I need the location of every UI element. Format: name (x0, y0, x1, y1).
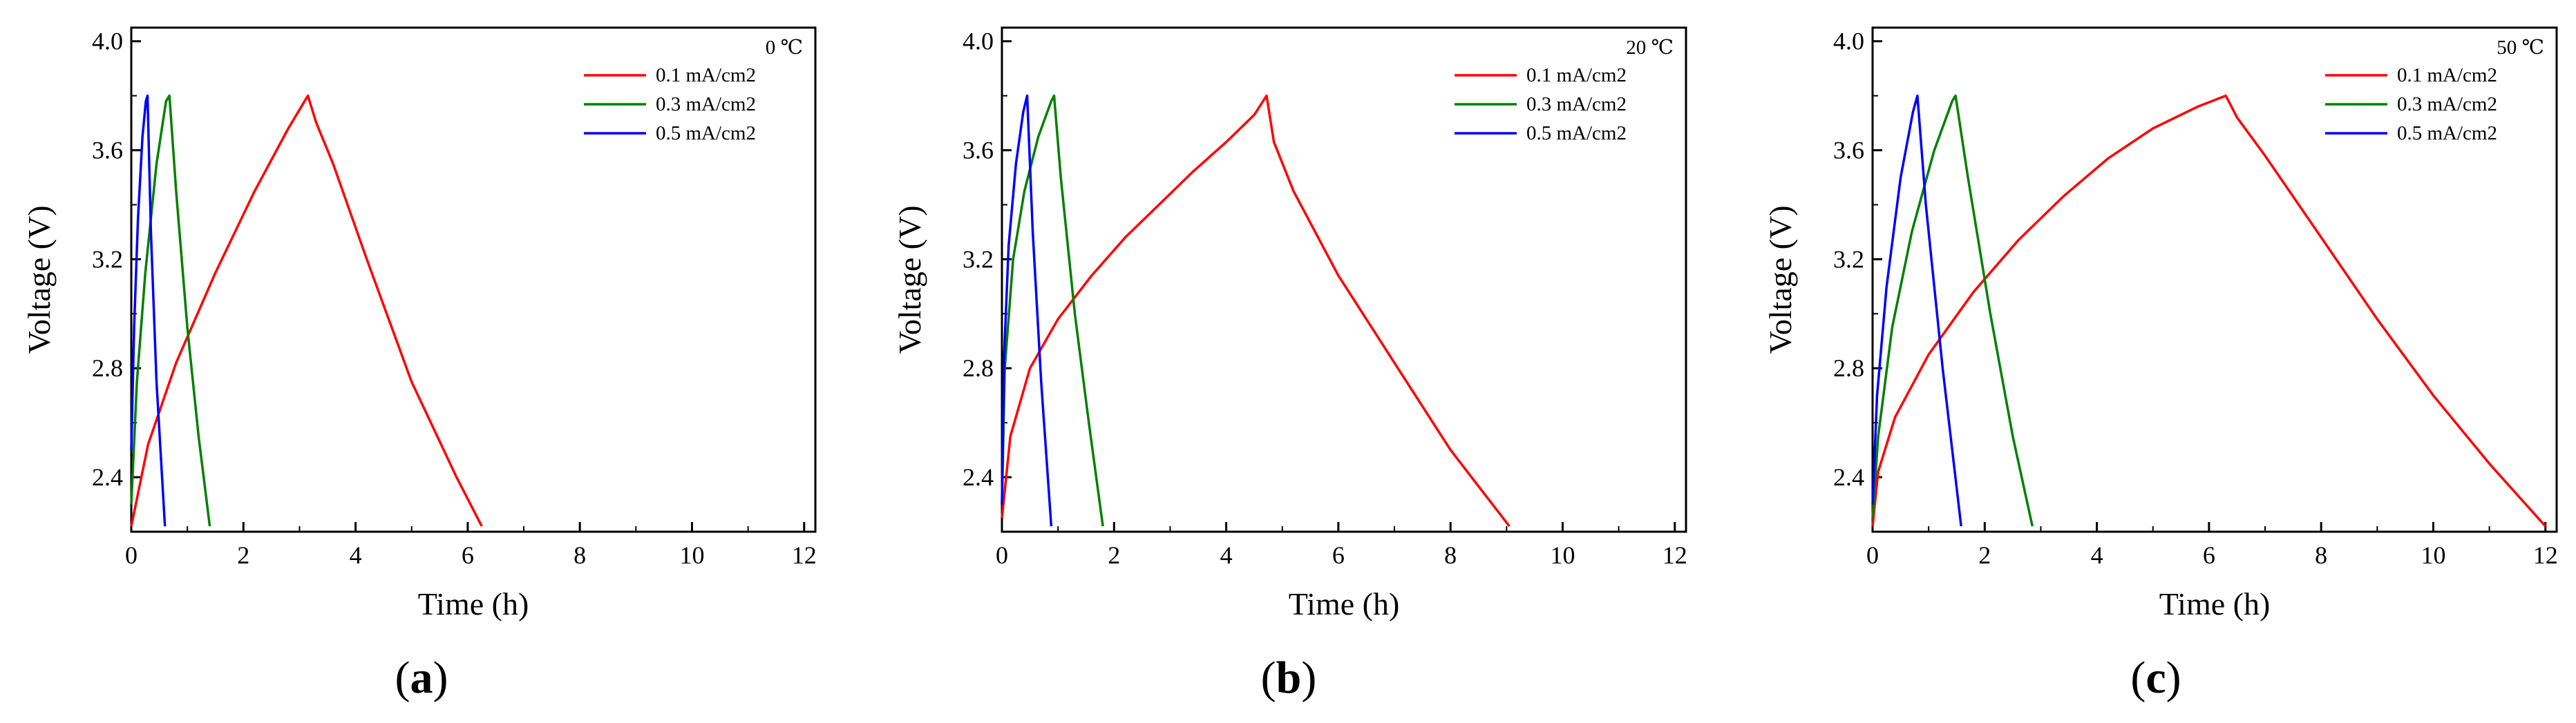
legend-label-2: 0.3 mA/cm2 (1526, 93, 1627, 115)
y-tick-label: 2.8 (92, 354, 123, 382)
legend-title: 50 ℃ (2497, 37, 2544, 59)
x-tick-label: 4 (350, 541, 362, 569)
x-tick-label: 10 (1550, 541, 1575, 569)
y-tick-label: 2.8 (963, 354, 994, 382)
panel-caption: (c) (2130, 653, 2181, 703)
x-tick-label: 2 (1108, 541, 1120, 569)
series-line-3 (1001, 94, 1053, 527)
legend-label-3: 0.5 mA/cm2 (1526, 122, 1627, 144)
x-tick-label: 0 (125, 541, 138, 569)
legend: 20 ℃ 0.1 mA/cm2 0.3 mA/cm2 0.5 mA/cm2 (1455, 37, 1674, 144)
legend-label-3: 0.5 mA/cm2 (2397, 122, 2497, 144)
x-tick-label: 8 (574, 541, 586, 569)
y-tick-label: 3.2 (92, 245, 123, 273)
y-tick-label: 3.6 (92, 137, 123, 164)
plot-frame (130, 26, 817, 533)
x-axis-label: Time (h) (418, 586, 529, 621)
x-tick-label: 4 (2091, 541, 2103, 569)
y-tick-label: 2.4 (1833, 463, 1864, 491)
plot-frame (1871, 26, 2558, 533)
panel-caption-paren: ) (2166, 653, 2181, 703)
chart-panel-a: 0 2 4 6 8 10 12 2.4 2.8 3.2 3.6 4.0 Time (h) Voltage … (21, 26, 817, 703)
y-tick-label: 4.0 (92, 28, 123, 55)
panel-caption-paren: ( (395, 653, 410, 703)
series-line-1 (1001, 94, 1510, 528)
x-tick-label: 2 (1978, 541, 1991, 569)
series-line-1 (1871, 94, 2547, 528)
panel-caption-paren: ( (2130, 653, 2146, 703)
x-tick-label: 10 (2421, 541, 2445, 569)
panel-caption: (b) (1261, 653, 1317, 703)
y-tick-label: 3.2 (1833, 245, 1864, 273)
chart-panel-b: 0 2 4 6 8 10 12 2.4 2.8 3.2 3.6 4.0 Time (h) Voltage … (892, 26, 1687, 703)
x-tick-label: 8 (1444, 541, 1457, 569)
x-tick-label: 10 (679, 541, 704, 569)
legend-label-1: 0.1 mA/cm2 (1526, 64, 1627, 86)
x-tick-label: 8 (2315, 541, 2327, 569)
legend-label-1: 0.1 mA/cm2 (2397, 64, 2497, 86)
x-tick-label: 6 (462, 541, 474, 569)
legend-label-3: 0.5 mA/cm2 (656, 122, 756, 144)
y-tick-label: 3.2 (963, 245, 994, 273)
y-tick-label: 3.6 (1833, 137, 1864, 164)
legend: 50 ℃0.1 mA/cm2 0.3 mA/cm2 0.5 mA/cm2 (2325, 37, 2544, 144)
panel-caption-paren: ) (433, 653, 448, 703)
y-tick-label: 4.0 (963, 28, 994, 55)
y-axis-label: Voltage (V) (21, 205, 57, 354)
legend: 0 ℃ 0.1 mA/cm2 0.3 mA/cm2 0.5 mA/cm2 (584, 37, 803, 144)
x-tick-label: 12 (2533, 541, 2558, 569)
legend-label-1: 0.1 mA/cm2 (656, 64, 756, 86)
x-tick-label: 12 (792, 541, 817, 569)
legend-label-2: 0.3 mA/cm2 (656, 93, 756, 115)
chart-panel-c: 0 2 4 6 8 10 12 2.4 2.8 3.2 3.6 4.0 Time (h) Voltage … (1763, 26, 2558, 703)
series-line-1 (130, 94, 483, 527)
x-axis-label: Time (h) (2159, 586, 2271, 621)
x-tick-label: 4 (1220, 541, 1233, 569)
x-tick-label: 12 (1663, 541, 1687, 569)
panel-caption-letter: b (1276, 653, 1302, 703)
series-line-3 (1871, 94, 1962, 527)
x-tick-label: 6 (1332, 541, 1345, 569)
legend-title: 20 ℃ (1626, 37, 1674, 59)
y-tick-label: 2.8 (1833, 354, 1864, 382)
y-axis-label: Voltage (V) (892, 205, 927, 354)
legend-title: 0 ℃ (766, 37, 803, 59)
series-line-2 (1001, 94, 1104, 527)
y-axis-label: Voltage (V) (1763, 205, 1798, 354)
x-axis-label: Time (h) (1289, 586, 1400, 621)
series-line-3 (130, 94, 167, 527)
x-tick-label: 6 (2203, 541, 2215, 569)
panel-caption-letter: a (410, 653, 433, 703)
x-tick-label: 0 (996, 541, 1008, 569)
plot-frame (1001, 26, 1687, 533)
y-tick-label: 2.4 (92, 463, 123, 491)
x-tick-label: 2 (237, 541, 249, 569)
x-tick-label: 0 (1866, 541, 1879, 569)
legend-label-2: 0.3 mA/cm2 (2397, 93, 2497, 115)
y-tick-label: 3.6 (963, 137, 994, 164)
panel-caption-paren: ) (1301, 653, 1316, 703)
series-line-2 (130, 94, 211, 527)
panel-caption-letter: c (2146, 653, 2166, 703)
panel-caption-paren: ( (1261, 653, 1276, 703)
series-line-2 (1871, 94, 2034, 527)
y-tick-label: 2.4 (963, 463, 994, 491)
panel-caption: (a) (395, 653, 448, 703)
y-tick-label: 4.0 (1833, 28, 1864, 55)
